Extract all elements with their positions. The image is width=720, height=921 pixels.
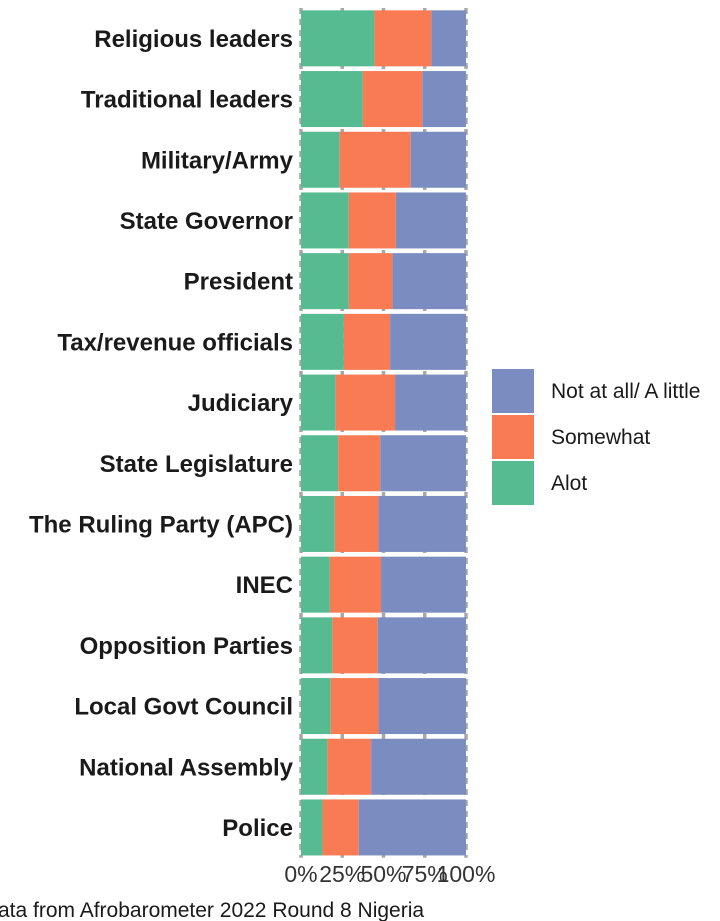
bars — [301, 10, 466, 856]
category-label: Tax/revenue officials — [57, 329, 293, 356]
category-label: Military/Army — [141, 147, 294, 174]
category-label: State Legislature — [100, 451, 293, 478]
category-label: Judiciary — [188, 390, 294, 417]
x-tick-label: 100% — [437, 861, 496, 887]
category-label: Traditional leaders — [81, 87, 293, 114]
x-tick-label: 0% — [284, 861, 317, 887]
bar-segment — [301, 192, 349, 249]
bar-segment — [371, 738, 466, 795]
bar-segment — [339, 131, 411, 188]
bar-segment — [335, 374, 396, 431]
category-labels: Religious leaders Traditional leaders Mili… — [29, 26, 294, 842]
bar-segment — [301, 313, 344, 370]
bar-segment — [374, 10, 432, 67]
bar-segment — [322, 799, 359, 856]
category-label: State Governor — [120, 208, 293, 235]
bar-segment — [332, 617, 378, 674]
bar-segment — [301, 738, 328, 795]
bar-segment — [395, 192, 466, 249]
bar-segment — [348, 253, 393, 310]
bar-segment — [301, 10, 375, 67]
category-label: Police — [222, 815, 293, 842]
bar-segment — [301, 253, 349, 310]
bar-segment — [301, 435, 339, 492]
bar-segment — [358, 799, 466, 856]
bar-segment — [301, 495, 335, 552]
bar-segment — [334, 495, 379, 552]
category-label: National Assembly — [79, 754, 293, 781]
bar-segment — [392, 253, 466, 310]
bar-segment — [330, 678, 379, 735]
legend-swatch — [492, 415, 534, 459]
x-tick-label: 25% — [319, 861, 365, 887]
bar-segment — [362, 71, 423, 128]
bar-segment — [378, 495, 466, 552]
bar-segment — [301, 556, 330, 613]
bar-segment — [431, 10, 466, 67]
bar-segment — [378, 678, 466, 735]
x-tick-label: 50% — [360, 861, 406, 887]
bar-segment — [390, 313, 466, 370]
bar-segment — [380, 435, 466, 492]
bar-segment — [301, 617, 333, 674]
bar-segment — [327, 738, 372, 795]
legend-swatch — [492, 461, 534, 505]
legend: Not at all/ A little Somewhat Alot — [492, 369, 700, 505]
bar-segment — [301, 799, 323, 856]
category-label: President — [184, 269, 293, 296]
bar-segment — [338, 435, 381, 492]
legend-label: Somewhat — [551, 426, 650, 449]
bar-segment — [381, 556, 466, 613]
bar-segment — [301, 71, 363, 128]
category-label: INEC — [236, 572, 293, 599]
legend-swatch — [492, 369, 534, 413]
bar-segment — [348, 192, 396, 249]
legend-label: Alot — [551, 472, 587, 495]
bar-segment — [377, 617, 466, 674]
category-label: Opposition Parties — [80, 633, 293, 660]
bar-segment — [395, 374, 466, 431]
bar-segment — [343, 313, 391, 370]
category-label: Local Govt Council — [74, 694, 293, 721]
x-tick-labels: 0% 25%50%75%100% — [284, 861, 495, 887]
bar-segment — [301, 131, 340, 188]
bar-segment — [301, 678, 331, 735]
bar-segment — [410, 131, 466, 188]
caption: ata from Afrobarometer 2022 Round 8 Nige… — [0, 899, 424, 921]
bar-segment — [301, 374, 336, 431]
legend-label: Not at all/ A little — [551, 380, 700, 403]
bar-segment — [329, 556, 382, 613]
bar-segment — [422, 71, 466, 128]
category-label: Religious leaders — [94, 26, 293, 53]
x-tick-label: 75% — [402, 861, 448, 887]
category-label: The Ruling Party (APC) — [29, 511, 293, 538]
